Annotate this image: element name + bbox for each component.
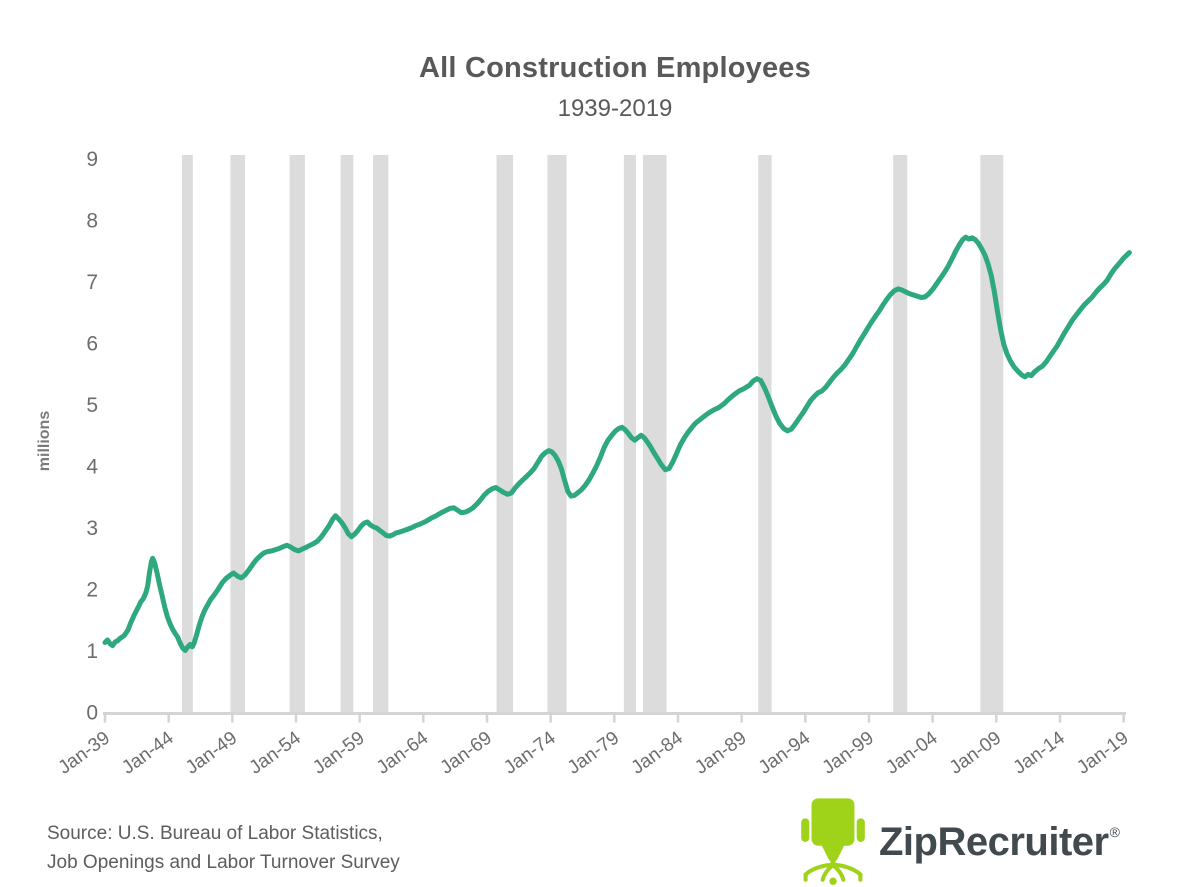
x-tick-label: Jan-14 (1010, 727, 1070, 778)
x-tick-label: Jan-54 (246, 727, 306, 778)
recession-band (893, 155, 908, 714)
recession-band (230, 155, 246, 714)
y-tick-label: 5 (86, 394, 98, 417)
x-tick-label: Jan-04 (882, 727, 942, 778)
recession-band (496, 155, 514, 714)
chart-title: All Construction Employees (419, 52, 811, 84)
employment-line (102, 234, 1132, 653)
x-tick-label: Jan-64 (373, 727, 433, 778)
y-tick-label: 1 (86, 640, 98, 663)
chart-subtitle: 1939-2019 (557, 95, 673, 122)
registered-trademark-symbol: ® (1109, 823, 1120, 840)
y-tick-label: 0 (86, 702, 98, 725)
x-tick-label: Jan-84 (628, 727, 688, 778)
y-tick-label: 2 (86, 579, 98, 602)
x-tick-label: Jan-59 (309, 728, 368, 779)
x-tick-label: Jan-09 (946, 728, 1005, 779)
recession-band (758, 155, 772, 714)
y-tick-label: 6 (86, 333, 98, 356)
employment-line-chart: Jan-39 Jan-44 Jan-49 Jan-54 Jan-59 Jan-64 Jan-… (36, 148, 1133, 779)
x-tick-label: Jan-39 (55, 728, 114, 779)
logo-wordmark: ZipRecruiter® (879, 820, 1120, 865)
x-tick-label: Jan-49 (182, 728, 241, 779)
y-tick-label: 9 (86, 148, 98, 171)
recession-band (340, 155, 354, 714)
x-tick-label: Jan-89 (691, 728, 750, 779)
recession-band (642, 155, 667, 714)
source-line-1: Source: U.S. Bureau of Labor Statistics, (47, 823, 383, 844)
y-axis-title: millions (36, 411, 53, 472)
x-tick-label: Jan-44 (118, 727, 178, 778)
office-chair-icon (801, 798, 865, 885)
x-tick-label: Jan-79 (564, 728, 623, 779)
recession-band (182, 155, 193, 714)
source-line-2: Job Openings and Labor Turnover Survey (47, 852, 400, 873)
x-tick-label: Jan-69 (437, 728, 496, 779)
y-tick-label: 8 (86, 210, 98, 233)
recession-band (547, 155, 567, 714)
y-tick-label: 4 (86, 456, 98, 479)
recession-band (980, 155, 1004, 714)
y-tick-label: 3 (86, 517, 98, 540)
ziprecruiter-logo: ZipRecruiter® (796, 797, 1120, 887)
x-tick-label: Jan-19 (1073, 728, 1132, 779)
x-tick-label: Jan-74 (500, 727, 560, 778)
x-tick-label: Jan-94 (755, 727, 815, 778)
source-note: Source: U.S. Bureau of Labor Statistics,… (47, 819, 400, 877)
y-tick-label: 7 (86, 271, 98, 294)
recession-band (373, 155, 389, 714)
logo-brand-text: ZipRecruiter (879, 819, 1109, 864)
recession-band (289, 155, 305, 714)
x-tick-label: Jan-99 (819, 728, 878, 779)
